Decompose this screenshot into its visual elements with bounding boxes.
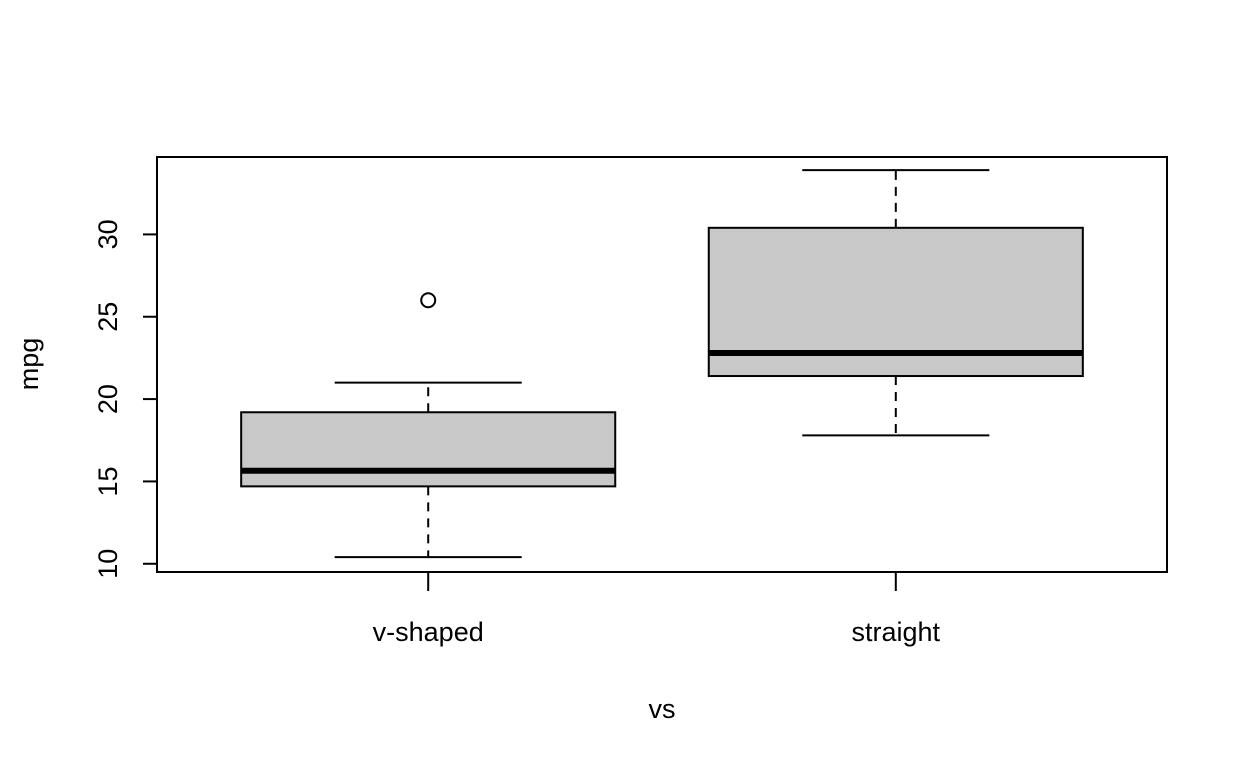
y-axis: 10 15 20 25 30	[93, 219, 158, 579]
box-iqr	[240, 411, 617, 488]
x-tick-label-straight: straight	[852, 617, 941, 647]
y-tick-label: 25	[93, 302, 123, 332]
boxplot-marks	[240, 169, 1084, 559]
x-tick-label-v-shaped: v-shaped	[373, 617, 484, 647]
x-axis-label: vs	[649, 694, 676, 724]
y-tick-label: 10	[93, 549, 123, 579]
box-group-straight	[707, 169, 1084, 437]
outlier-point	[420, 292, 437, 309]
y-tick-label: 20	[93, 384, 123, 414]
x-axis: v-shaped straight	[373, 572, 941, 647]
y-axis-label: mpg	[14, 338, 44, 391]
box-group-v-shaped	[240, 292, 617, 559]
y-tick-label: 30	[93, 219, 123, 249]
y-tick-label: 15	[93, 466, 123, 496]
